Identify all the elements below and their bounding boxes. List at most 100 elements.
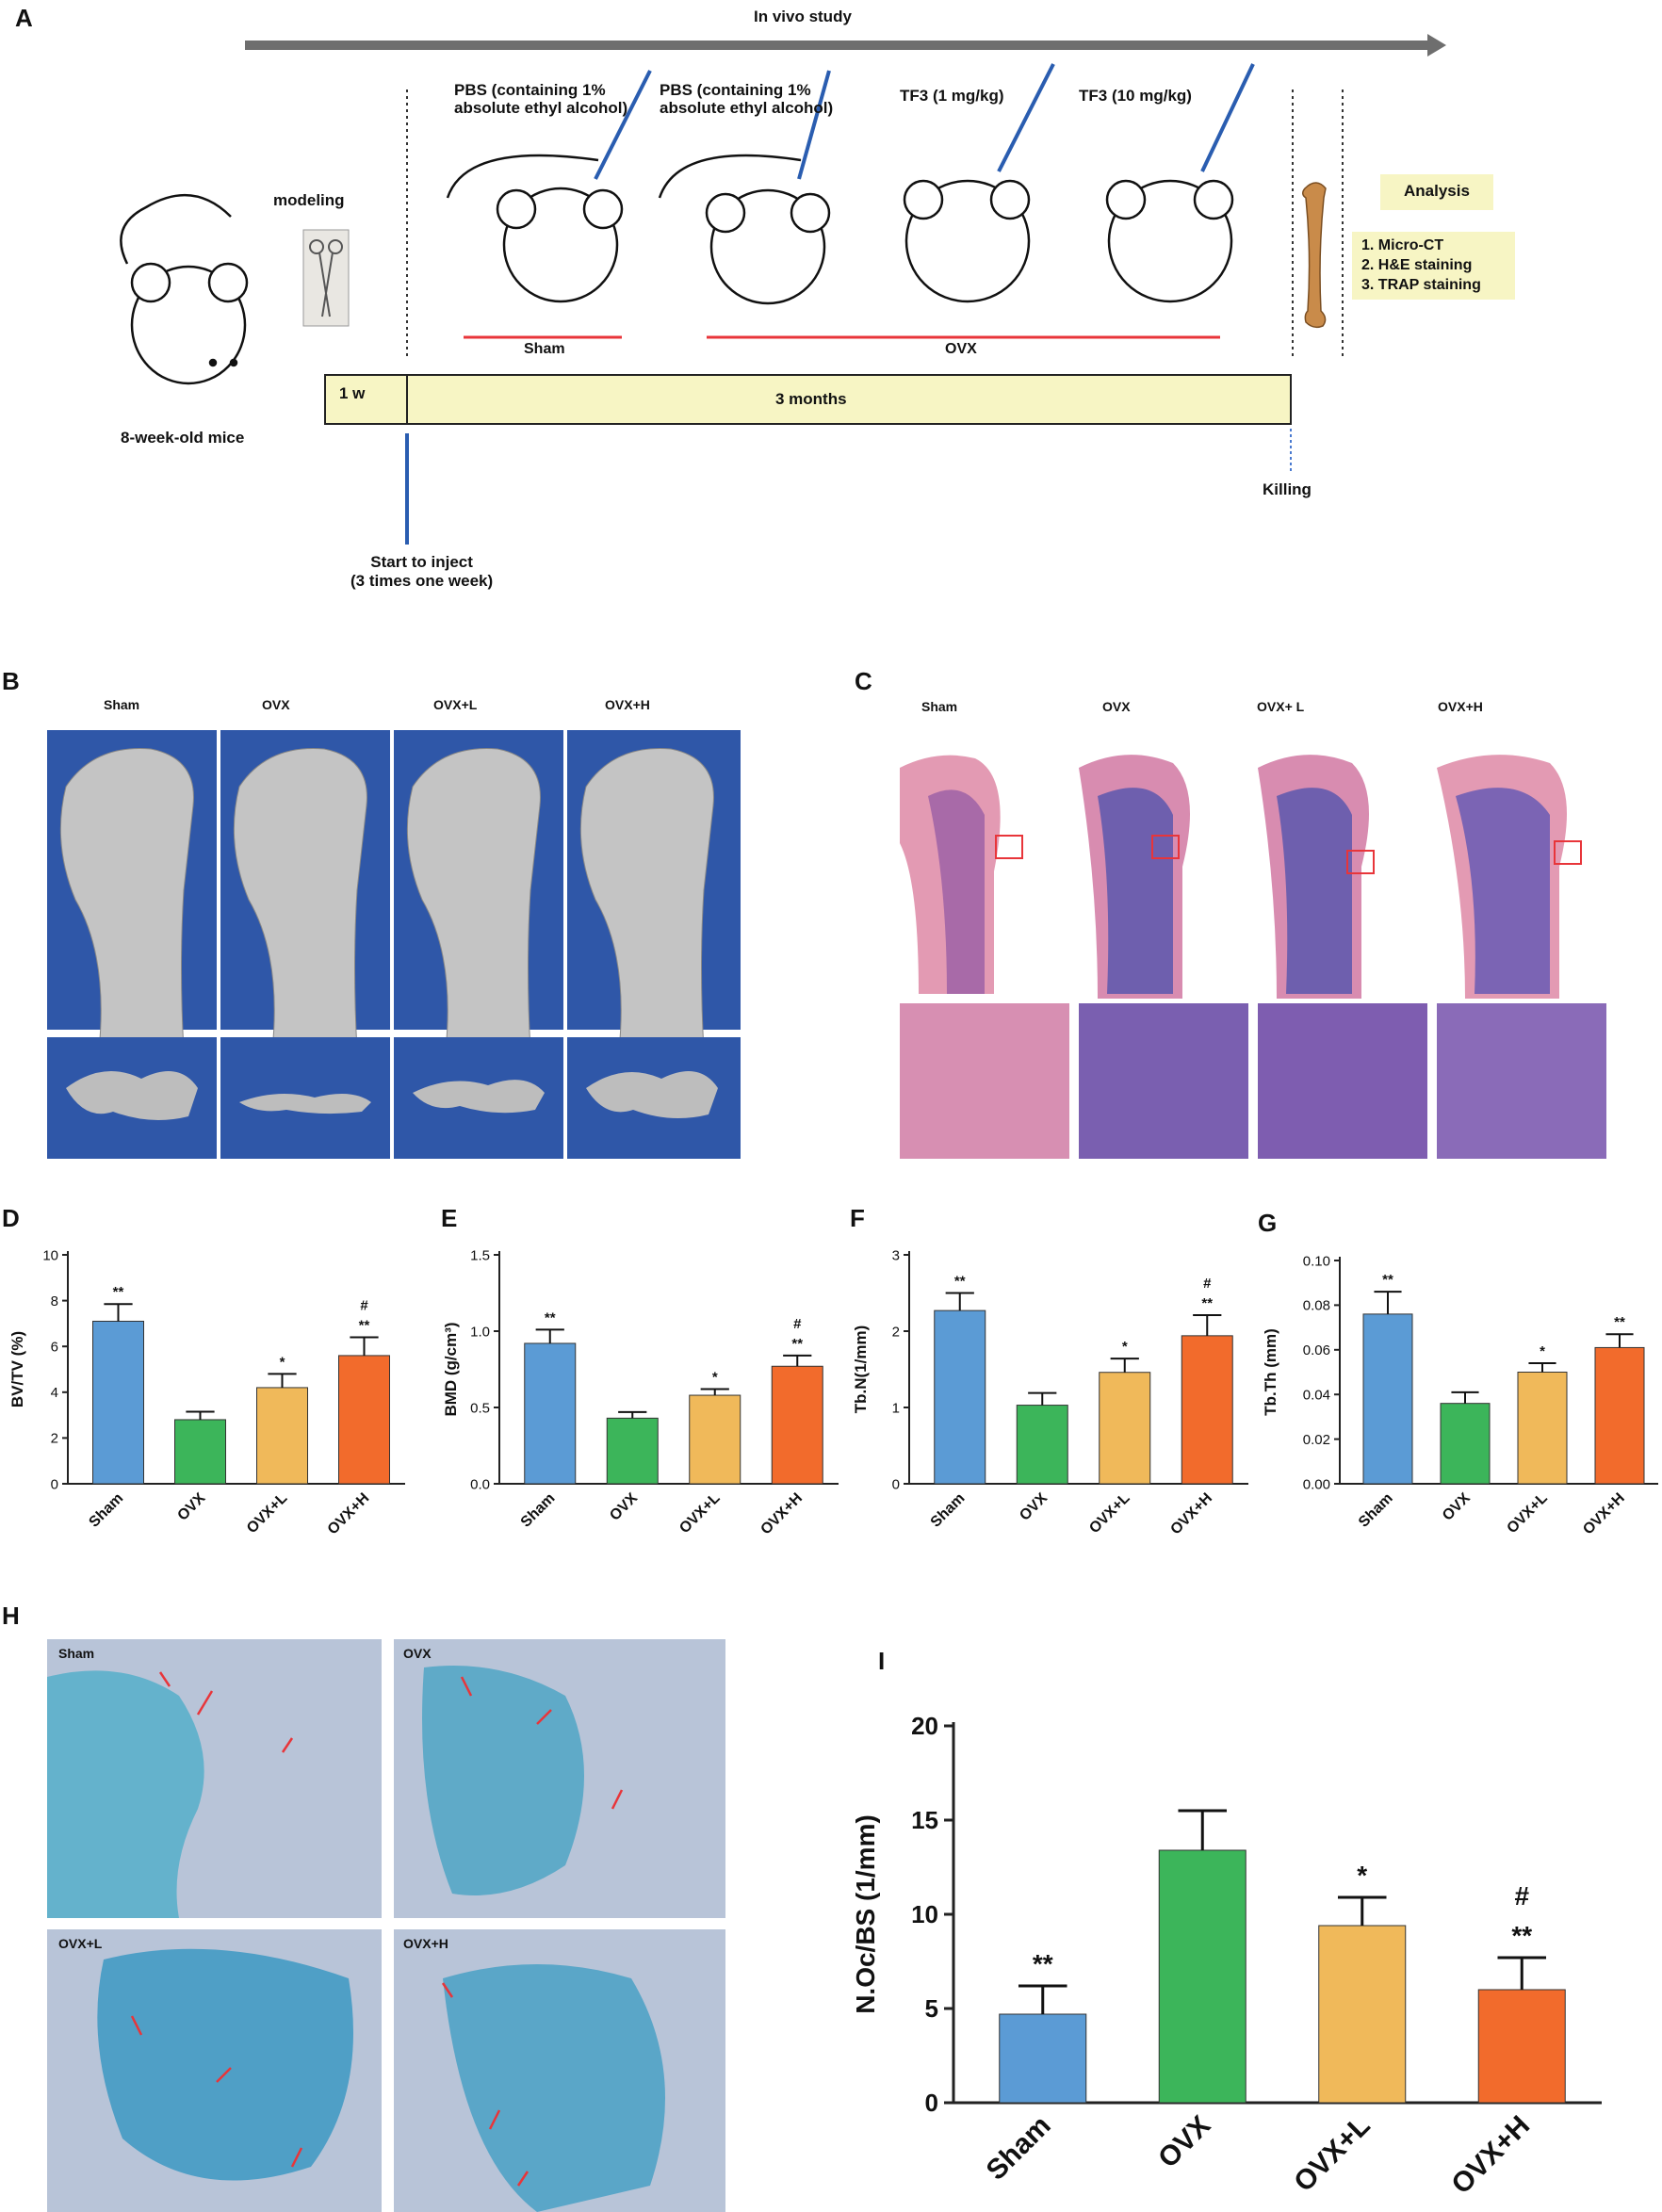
panel-a-diagram bbox=[120, 34, 1515, 545]
y-tick-label: 0.10 bbox=[1303, 1253, 1330, 1269]
trap-image-ovx-l bbox=[47, 1929, 382, 2212]
sham-label: Sham bbox=[524, 341, 565, 357]
modeling-label: modeling bbox=[273, 191, 345, 209]
micro-ct-group-label: OVX+H bbox=[605, 697, 650, 712]
trap-group-label: Sham bbox=[58, 1646, 95, 1661]
micro-ct-image-sham bbox=[47, 730, 217, 1159]
y-tick-label: 0.06 bbox=[1303, 1342, 1330, 1358]
y-tick-label: 20 bbox=[911, 1712, 938, 1740]
timeline-week-label: 1 w bbox=[339, 384, 366, 402]
micro-ct-group-label: Sham bbox=[104, 697, 140, 712]
panel-label-d: D bbox=[2, 1204, 20, 1232]
significance-label: ** bbox=[791, 1336, 803, 1352]
y-tick-label: 1.5 bbox=[470, 1247, 490, 1263]
category-label: OVX+H bbox=[325, 1490, 373, 1538]
significance-label: # bbox=[1203, 1276, 1212, 1292]
inject-label: Start to inject (3 times one week) bbox=[350, 553, 494, 590]
panel-label-b: B bbox=[2, 667, 20, 695]
panel-label-c: C bbox=[855, 667, 872, 695]
panel-label-f: F bbox=[850, 1204, 865, 1232]
micro-ct-group-label: OVX bbox=[262, 697, 290, 712]
panel-label-g: G bbox=[1258, 1209, 1278, 1237]
y-axis-label: BMD (g/cm³) bbox=[442, 1322, 460, 1416]
in-vivo-label: In vivo study bbox=[754, 8, 852, 25]
analysis-item: 3. TRAP staining bbox=[1361, 277, 1481, 293]
bar bbox=[999, 2013, 1087, 2104]
y-axis-label: N.Oc/BS (1/mm) bbox=[851, 1814, 880, 2014]
y-tick-label: 0.00 bbox=[1303, 1476, 1330, 1492]
significance-label: ** bbox=[359, 1317, 370, 1333]
significance-label: # bbox=[360, 1297, 368, 1313]
bar bbox=[174, 1419, 226, 1485]
y-tick-label: 3 bbox=[892, 1247, 900, 1263]
y-tick-label: 0.04 bbox=[1303, 1387, 1330, 1403]
y-tick-label: 0.5 bbox=[470, 1400, 490, 1416]
micro-ct-image-ovx-h bbox=[567, 730, 741, 1159]
bar bbox=[689, 1394, 741, 1485]
he-image-ovx-h bbox=[1437, 755, 1606, 1159]
group-label: PBS (containing 1% absolute ethyl alcoho… bbox=[454, 81, 628, 117]
y-axis-label: Tb.N(1/mm) bbox=[852, 1326, 870, 1414]
category-label: OVX bbox=[1440, 1490, 1474, 1524]
category-label: OVX+H bbox=[1445, 2110, 1536, 2201]
bar bbox=[92, 1320, 144, 1485]
analysis-title: Analysis bbox=[1404, 182, 1470, 200]
category-label: Sham bbox=[86, 1490, 126, 1531]
bar bbox=[1181, 1335, 1233, 1485]
chart-g: 0.00 0.02 0.04 0.06 0.08 0.10 Tb.Th (mm) ** Sham… bbox=[1262, 1253, 1658, 1538]
significance-label: # bbox=[1514, 1881, 1529, 1911]
arrow-head bbox=[1427, 34, 1446, 57]
analysis-item: 1. Micro-CT bbox=[1361, 237, 1444, 253]
micro-ct-image-ovx bbox=[220, 730, 390, 1159]
he-staining-images bbox=[900, 755, 1606, 1159]
timeline-months-label: 3 months bbox=[775, 390, 847, 408]
he-group-label: OVX bbox=[1102, 699, 1131, 714]
category-label: OVX bbox=[174, 1490, 208, 1524]
he-image-sham bbox=[900, 755, 1069, 1159]
category-label: OVX+L bbox=[1086, 1490, 1133, 1537]
y-tick-label: 0.02 bbox=[1303, 1432, 1330, 1448]
significance-label: ** bbox=[1033, 1949, 1053, 1978]
category-label: Sham bbox=[1356, 1490, 1396, 1531]
bar bbox=[771, 1365, 823, 1485]
analysis-title-box bbox=[1380, 174, 1493, 210]
y-tick-label: 10 bbox=[42, 1247, 58, 1263]
femur-bone-icon bbox=[1302, 182, 1327, 329]
trap-group-label: OVX+L bbox=[58, 1936, 103, 1951]
significance-label: ** bbox=[1382, 1272, 1393, 1288]
bar bbox=[256, 1387, 308, 1485]
panel-label-i: I bbox=[878, 1647, 886, 1675]
mice-label: 8-week-old mice bbox=[121, 429, 245, 447]
osteoclast-arrows bbox=[130, 1671, 624, 2187]
significance-label: ** bbox=[113, 1284, 124, 1300]
bar bbox=[934, 1309, 986, 1485]
bar bbox=[1158, 1849, 1246, 2104]
trap-image-sham bbox=[47, 1639, 382, 1918]
category-label: Sham bbox=[518, 1490, 559, 1531]
category-label: OVX+L bbox=[1288, 2110, 1376, 2198]
he-group-label: OVX+H bbox=[1438, 699, 1483, 714]
category-label: OVX+L bbox=[244, 1490, 291, 1537]
trap-group-label: OVX bbox=[403, 1646, 432, 1661]
category-label: OVX+H bbox=[1580, 1490, 1628, 1538]
timeline-bar bbox=[324, 374, 1292, 425]
he-image-ovx bbox=[1079, 755, 1248, 1159]
y-axis-label: BV/TV (%) bbox=[8, 1331, 26, 1407]
significance-label: * bbox=[1357, 1861, 1367, 1890]
trap-image-ovx-h bbox=[394, 1929, 725, 2212]
he-group-label: OVX+ L bbox=[1257, 699, 1305, 714]
category-label: OVX+H bbox=[758, 1490, 806, 1538]
category-label: Sham bbox=[928, 1490, 969, 1531]
y-tick-label: 1.0 bbox=[470, 1324, 490, 1340]
bar bbox=[1016, 1405, 1068, 1485]
syringe-icon bbox=[405, 63, 1255, 545]
y-tick-label: 2 bbox=[51, 1431, 58, 1447]
bar bbox=[606, 1417, 659, 1485]
significance-label: ** bbox=[954, 1274, 966, 1290]
group-label: PBS (containing 1% absolute ethyl alcoho… bbox=[660, 81, 834, 117]
chart-d: 0 2 4 6 8 10 BV/TV (%) ** Sham OVX * OVX+L ** # OVX+H bbox=[8, 1247, 405, 1538]
y-tick-label: 10 bbox=[911, 1900, 938, 1928]
significance-label: * bbox=[1122, 1339, 1128, 1355]
significance-label: ** bbox=[1511, 1921, 1532, 1950]
killing-label: Killing bbox=[1263, 480, 1312, 498]
